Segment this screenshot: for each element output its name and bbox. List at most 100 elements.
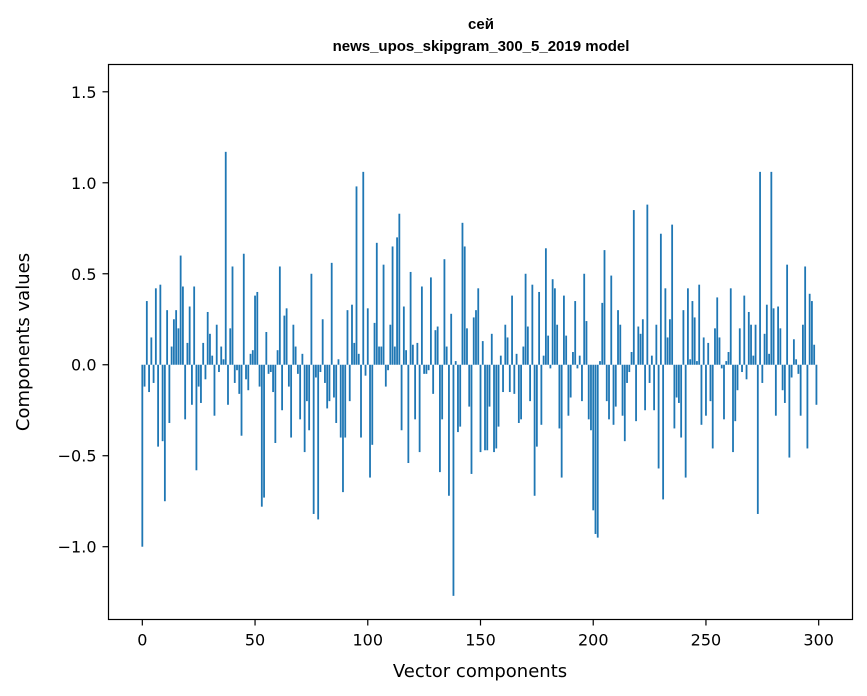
bar (587, 364, 590, 420)
bar (596, 364, 599, 538)
bar (315, 364, 317, 378)
bar (418, 364, 421, 453)
bar (535, 364, 538, 447)
bar (693, 317, 696, 365)
bar (436, 326, 439, 365)
bar (152, 364, 155, 383)
bar (384, 364, 387, 387)
bar (373, 322, 376, 365)
bar (175, 310, 178, 365)
bar (689, 359, 692, 365)
bar (668, 319, 671, 365)
bar (339, 364, 342, 438)
bar (378, 346, 380, 365)
bar (344, 364, 347, 438)
y-tick-label: 0.5 (71, 265, 96, 284)
bar (206, 311, 209, 365)
bar (303, 364, 306, 453)
bar (172, 319, 175, 365)
bar (761, 364, 764, 383)
bar (513, 364, 516, 394)
bar (707, 342, 710, 365)
bar (734, 364, 737, 422)
bar (716, 297, 719, 365)
bar (342, 364, 344, 493)
bar (357, 353, 360, 365)
bar (621, 364, 624, 416)
bar (366, 308, 369, 365)
bar (632, 210, 635, 365)
bar (601, 302, 604, 365)
bar (177, 328, 180, 365)
bar (294, 346, 297, 365)
bar (578, 355, 581, 365)
bar (472, 317, 475, 365)
bar (524, 273, 527, 365)
bar (333, 364, 335, 398)
bar (520, 364, 522, 420)
y-axis-label: Components values (13, 253, 34, 431)
bar (592, 364, 595, 511)
bar (260, 364, 263, 507)
y-tick-label: 0.0 (71, 356, 96, 375)
bar (759, 171, 761, 365)
bar (522, 346, 525, 365)
bar (603, 250, 606, 365)
bar (265, 331, 268, 365)
bar (191, 364, 193, 405)
bar (628, 364, 631, 373)
bar (427, 364, 430, 371)
bar (254, 295, 256, 365)
bar (797, 364, 800, 374)
bar (441, 364, 444, 420)
bar (186, 342, 189, 365)
x-tick-label: 150 (465, 631, 496, 650)
bar (222, 359, 225, 365)
bar (569, 364, 572, 398)
bar (193, 286, 196, 365)
bar (574, 301, 577, 365)
bar (200, 364, 202, 403)
bar (641, 319, 644, 365)
bar (677, 364, 680, 403)
bar (504, 324, 507, 365)
bar (231, 266, 234, 365)
bar (256, 291, 259, 365)
bar (299, 364, 302, 420)
bar (402, 306, 405, 365)
bar (644, 364, 646, 411)
bar (312, 364, 315, 514)
bar (765, 304, 768, 365)
bar (161, 364, 164, 442)
bar (655, 324, 658, 365)
bar (324, 364, 326, 383)
bar (811, 301, 813, 365)
bar (148, 364, 150, 393)
bar (452, 364, 455, 596)
bar (691, 301, 694, 365)
bar (335, 364, 338, 423)
bar (150, 337, 153, 365)
bar (409, 271, 412, 365)
bar (197, 364, 200, 387)
bar (493, 364, 495, 453)
bar (617, 310, 619, 365)
bar (454, 361, 457, 365)
bar (783, 364, 786, 403)
bar (281, 364, 284, 411)
bar (407, 364, 410, 464)
bar (242, 253, 245, 365)
bar (141, 364, 144, 547)
bar (276, 350, 279, 365)
bar (630, 352, 633, 365)
bar (445, 346, 448, 365)
bar (526, 326, 529, 365)
bar (626, 364, 628, 383)
bar (184, 364, 187, 420)
bar (283, 315, 286, 365)
bar (154, 288, 157, 365)
bar (646, 204, 649, 365)
bar (558, 364, 561, 429)
bar (477, 288, 480, 365)
bar (292, 324, 295, 365)
